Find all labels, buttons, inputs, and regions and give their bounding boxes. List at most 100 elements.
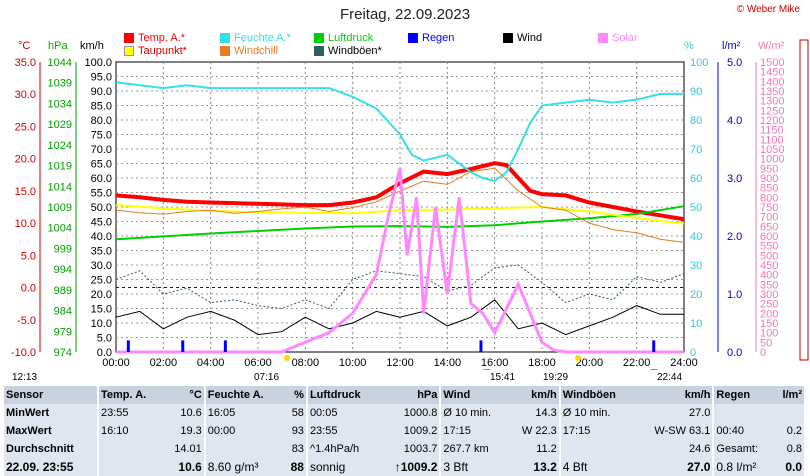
cell: 93 [283,422,307,440]
cell: 4 Bft [558,458,635,476]
temp-tick-label: 10.0 [15,218,36,230]
wind-tick-label: 55.0 [91,188,112,200]
cell: 13.2 [508,458,560,476]
rain-tick-label: 4.0 [727,115,742,127]
header-cell: Feuchte A. [203,386,284,404]
solar-tick-label: 700 [760,212,778,224]
solar-tick-label: 150 [760,318,778,330]
x-tick-label: 20:00 [576,357,604,369]
rain-bar [126,340,130,352]
humidity-tick-label: 20 [690,289,702,301]
legend-swatch [220,46,230,56]
stats-row-avg: Durchschnitt 14.01 83 ^1.4hPa/h 1003.7 2… [4,440,804,458]
solar-tick-label: 1150 [760,125,784,137]
row-label: MinWert [4,404,98,422]
pressure-tick-label: 1009 [48,202,72,214]
moonset-time: 22:44 [657,372,683,383]
cell: 10.6 [162,458,205,476]
legend-label: Wind [517,32,543,44]
cell: 16:10 [96,422,163,440]
legend-temp: Temp. A.* [124,32,185,44]
solar-tick-label: 1100 [760,134,784,146]
stats-header-row: Sensor Temp. A. °C Feuchte A. % Luftdruc… [4,386,804,404]
wind-tick-label: 85.0 [91,101,112,113]
cell: W 22.3 [508,422,560,440]
pressure-tick-label: 974 [54,347,72,359]
legend-swatch [124,46,134,56]
series-line-windchill [115,167,685,243]
x-tick-label: 10:00 [339,357,367,369]
row-label: MaxWert [4,422,98,440]
humidity-tick-label: 90 [690,86,702,98]
header-cell: Temp. A. [96,386,163,404]
solar-tick-label: 100 [760,328,778,340]
wind-tick-label: 40.0 [91,231,112,243]
header-cell: km/h [508,386,560,404]
cell [96,458,163,476]
legend-gusts: Windböen* [314,45,382,57]
solar-tick-label: 1050 [760,144,784,156]
temp-unit: °C [18,40,31,52]
pressure-tick-label: 1024 [48,140,72,152]
moonrise-time: 15:41 [490,372,516,383]
pressure-tick-label: 989 [54,285,72,297]
legend-wind: Wind [503,32,542,44]
legend-label: Regen [422,32,455,44]
humidity-tick-label: 70 [690,144,702,156]
rain-tick-label: 5.0 [727,57,742,69]
solar-tick-label: 1450 [760,67,784,79]
cell: 1003.7 [378,440,441,458]
solar-tick-label: 750 [760,202,778,214]
x-tick-label: 00:00 [102,357,130,369]
sunset-time: 19:29 [543,372,569,383]
rain-unit: l/m² [722,40,741,52]
sunset-icon [575,355,581,361]
row-label: 22.09. 23:55 [4,458,98,476]
wind-tick-label: 10.0 [91,318,112,330]
legend-swatch [598,33,608,43]
rain-bar [652,340,656,352]
cell: 14.01 [162,440,205,458]
x-tick-label: 06:00 [244,357,272,369]
cell: 58 [283,404,307,422]
wind-tick-label: 20.0 [91,289,112,301]
wind-tick-label: 65.0 [91,159,112,171]
solar-tick-label: 1200 [760,115,784,127]
wind-tick-label: 30.0 [91,260,112,272]
rain-tick-label: 2.0 [727,231,742,243]
stats-row-max: MaxWert 16:10 19.3 00:00 93 23:55 1009.2… [4,422,804,440]
side-scale-bar [799,39,809,361]
astro-times: 12:13 07:16 15:41 19:29 22:44 [0,370,810,384]
row-label: Durchschnitt [4,440,98,458]
humidity-tick-label: 50 [690,202,702,214]
legend-windchill: Windchill [220,45,278,57]
copyright: © Weber Mike [736,4,800,15]
cell: 00:05 [305,404,379,422]
header-cell: km/h [634,386,714,404]
solar-tick-label: 1350 [760,86,784,98]
cell: 11.2 [508,440,560,458]
solar-tick-label: 300 [760,289,778,301]
cell: 0.8 [773,440,804,458]
legend-swatch [314,33,324,43]
pressure-tick-label: 1019 [48,161,72,173]
pressure-tick-label: 994 [54,264,72,276]
humidity-tick-label: 30 [690,260,702,272]
wind-tick-label: 0.0 [97,347,112,359]
solar-tick-label: 1300 [760,96,784,108]
wind-tick-label: 35.0 [91,246,112,258]
header-cell: Wind [439,386,509,404]
solar-tick-label: 1500 [760,57,784,69]
legend-label: Temp. A.* [138,32,186,44]
cell: 1009.2 [378,422,441,440]
cell: 00:00 [203,422,284,440]
temp-tick-label: 25.0 [15,121,36,133]
solar-tick-label: 900 [760,173,778,185]
cell: 267.7 km [439,440,509,458]
temp-tick-label: 35.0 [15,57,36,69]
header-cell: Regen [712,386,774,404]
legend-label: Solar [612,32,638,44]
header-cell: hPa [378,386,441,404]
wind-tick-label: 75.0 [91,130,112,142]
weather-chart: 00:00 02:00 04:00 06:00 08:00 10:00 12:00 14:00… [11,39,809,370]
